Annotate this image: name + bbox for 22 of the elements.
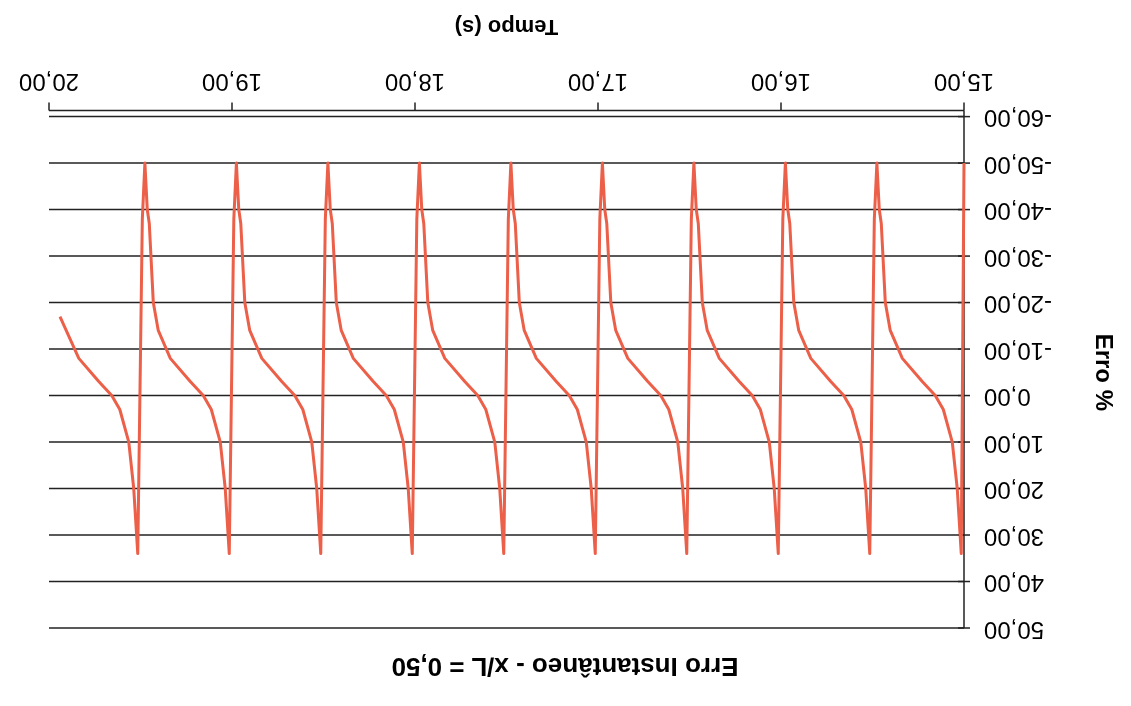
y-tick-label: 10,00 [984,430,1045,458]
x-tick-label: 20,00 [18,69,80,97]
x-tick-label: 17,00 [567,69,629,97]
x-axis-title: Tempo (s) [454,15,559,41]
y-tick-label: -60,00 [984,105,1053,133]
x-tick-label: 16,00 [750,69,812,97]
y-tick-label: 50,00 [984,616,1045,644]
x-tick-label: 18,00 [384,69,446,97]
y-tick-label: -40,00 [984,198,1053,226]
y-tick-label: 30,00 [984,523,1045,551]
y-tick-label: 0,00 [984,384,1031,412]
y-axis-title: Erro % [1090,333,1118,411]
line-series [58,161,966,556]
x-tick-label: 19,00 [201,69,263,97]
text: Erro Instantâneo - x/L = 0,50 [391,652,739,683]
y-tick-label: -20,00 [984,291,1053,319]
y-tick-label: 20,00 [984,477,1045,505]
y-tick-label: -30,00 [984,244,1053,272]
y-tick-label: 40,00 [984,570,1045,598]
y-tick-label: -50,00 [984,151,1053,179]
y-tick-label: -10,00 [984,337,1053,365]
x-tick-label: 15,00 [933,69,995,97]
